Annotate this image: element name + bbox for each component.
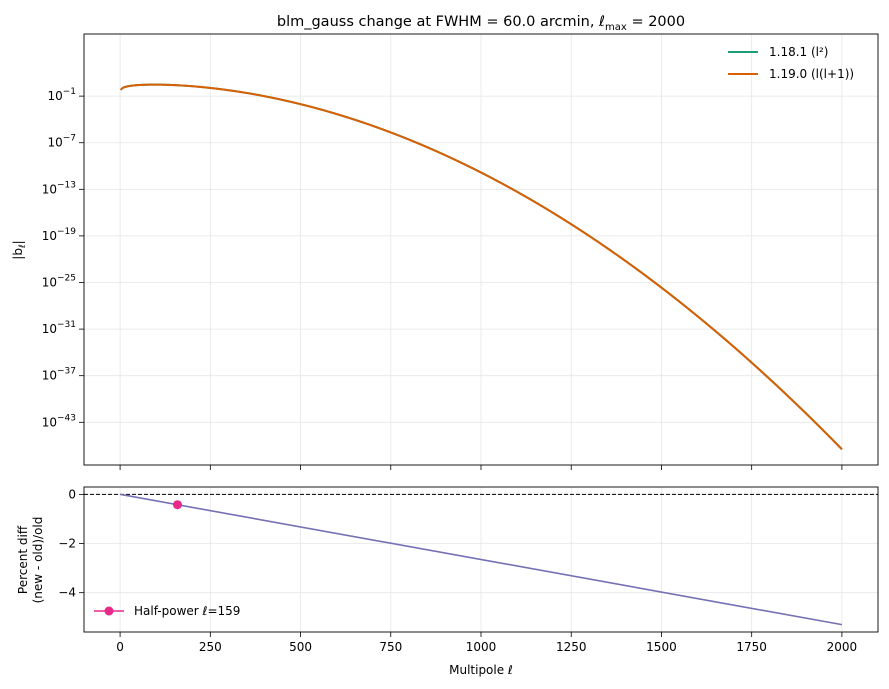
bottom-x-tick-label-4: 1000 [466, 640, 497, 654]
bottom-percent-diff-line [119, 493, 843, 626]
top-y-tick-label-5: 10−31 [42, 320, 76, 336]
top-y-tick-label-3: 10−19 [42, 227, 77, 243]
bottom-x-tick-label-5: 1250 [556, 640, 587, 654]
legend-label-series-2: 1.19.0 (l(l+1)) [769, 67, 854, 81]
bottom-y-tick-label-1: −2 [58, 537, 76, 551]
chart-title: blm_gauss change at FWHM = 60.0 arcmin, … [277, 14, 685, 33]
bottom-x-tick-label-3: 750 [379, 640, 402, 654]
top-y-tick-label-4: 10−25 [42, 274, 76, 290]
top-grid [84, 34, 878, 465]
half-power-marker [172, 500, 182, 510]
legend-label-half-power: Half-power ℓ=159 [134, 604, 240, 618]
bottom-legend: Half-power ℓ=159 [94, 604, 240, 618]
bottom-x-tick-label-7: 1750 [736, 640, 767, 654]
top-y-tick-label-7: 10−43 [42, 413, 76, 429]
bottom-x-tick-label-8: 2000 [827, 640, 858, 654]
legend-marker-half-power [104, 606, 114, 616]
bottom-series-group [84, 493, 878, 626]
bottom-x-axis-label: Multipole ℓ [449, 663, 513, 677]
bottom-x-tick-label-0: 0 [116, 640, 124, 654]
bottom-x-tick-label-2: 500 [289, 640, 312, 654]
bottom-x-tick-label-6: 1500 [646, 640, 677, 654]
bottom-y-tick-label-0: 0 [68, 487, 76, 501]
top-series-line-2 [120, 83, 843, 451]
top-x-ticks [119, 465, 843, 470]
top-panel: 10−1 10−7 10−13 10−19 10−25 10−31 10−37 10−43 |… [11, 33, 879, 470]
top-y-tick-label-2: 10−13 [42, 180, 76, 196]
bottom-x-tick-label-1: 250 [199, 640, 222, 654]
top-series-group [120, 83, 843, 451]
bottom-y-axis-label-line1: Percent diff [16, 525, 30, 594]
top-y-tick-label-0: 10−1 [47, 87, 76, 103]
bottom-y-tick-label-2: −4 [58, 586, 76, 600]
bottom-panel: 0 250 500 750 1000 1250 1500 1750 2000 0 −2 −4 Per… [16, 486, 879, 677]
legend-label-series-1: 1.18.1 (l²) [769, 45, 829, 59]
bottom-y-axis-label-line2: (new - old)/old [31, 517, 45, 604]
top-y-axis-label: |bℓ| [11, 240, 28, 259]
top-legend: 1.18.1 (l²) 1.19.0 (l(l+1)) [728, 45, 854, 81]
bottom-x-ticks: 0 250 500 750 1000 1250 1500 1750 2000 [116, 632, 857, 654]
top-y-ticks: 10−1 10−7 10−13 10−19 10−25 10−31 10−37 10−43 [42, 87, 84, 429]
bottom-y-ticks: 0 −2 −4 [58, 487, 84, 600]
top-y-tick-label-1: 10−7 [47, 134, 76, 150]
top-y-tick-label-6: 10−37 [42, 367, 76, 383]
